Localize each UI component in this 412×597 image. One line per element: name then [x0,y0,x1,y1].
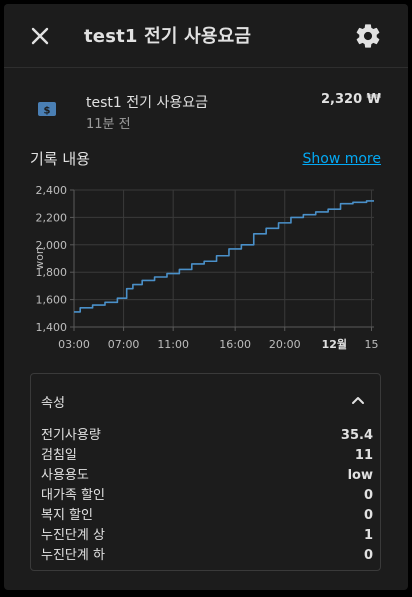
attribute-row: 전기사용량 35.4 [41,426,373,446]
chevron-up-icon [352,397,364,404]
attribute-value: 0 [363,488,373,503]
attribute-key: 대가족 할인 [41,488,105,503]
y-axis-label: won [33,247,46,270]
close-button[interactable] [26,22,54,50]
attributes-expander[interactable]: 속성 [31,374,380,422]
entity-name: test1 전기 사용요금 [86,95,208,111]
attribute-row: 복지 할인 0 [41,506,373,526]
attribute-key: 복지 할인 [41,508,93,523]
history-chart: 1,400 1,600 1,800 2,000 2,200 2,400 03:00 07:00… [33,184,379,351]
y-tick-label: 1,400 [36,321,68,334]
attribute-row: 누진단계 하 0 [41,546,373,566]
show-more-link[interactable]: Show more [302,151,382,167]
entity-state-value: 2,320 ₩ [321,92,381,107]
x-tick-label: 15 [365,338,379,351]
dialog-title: test1 전기 사용요금 [84,26,252,47]
attribute-list: 전기사용량 35.4 검침일 11 사용용도 low 대가족 할인 0 복지 할인 0 누… [41,426,373,566]
close-icon [31,27,49,45]
x-tick-label: 03:00 [58,338,90,351]
y-tick-label: 1,800 [36,266,68,279]
cash-icon: $ [38,100,56,118]
more-info-dialog: test1 전기 사용요금 $ test1 전기 사용요금 11분 전 2,32… [4,4,408,590]
history-title: 기록 내용 [30,150,90,168]
attribute-value: 0 [363,508,373,523]
attribute-key: 사용용도 [41,468,89,483]
attributes-title: 속성 [41,396,65,411]
attribute-value: 1 [363,528,373,543]
y-tick-label: 2,200 [36,211,68,224]
attribute-key: 누진단계 상 [41,528,105,543]
x-tick-label: 16:00 [219,338,251,351]
attribute-key: 검침일 [41,448,77,463]
attribute-value: 11 [354,448,373,463]
attribute-value: 0 [363,548,373,563]
svg-text:$: $ [44,106,51,117]
attribute-row: 검침일 11 [41,446,373,466]
attribute-key: 누진단계 하 [41,548,105,563]
attributes-panel: 속성 전기사용량 35.4 검침일 11 사용용도 low 대가족 할인 0 복지 할인… [30,373,381,571]
x-tick-label: 11:00 [157,338,189,351]
x-tick-label: 07:00 [108,338,140,351]
settings-button[interactable] [354,22,382,50]
gear-icon [356,24,380,48]
entity-row: $ test1 전기 사용요금 11분 전 2,320 ₩ [4,82,408,138]
attribute-row: 누진단계 상 1 [41,526,373,546]
attribute-value: 35.4 [340,428,373,443]
attribute-row: 대가족 할인 0 [41,486,373,506]
x-tick-label: 12월 [322,337,347,351]
y-tick-label: 2,000 [36,239,68,252]
attribute-key: 전기사용량 [41,428,101,443]
y-tick-label: 1,600 [36,294,68,307]
y-tick-label: 2,400 [36,184,68,197]
series-line [74,200,374,313]
dialog-header: test1 전기 사용요금 [4,4,408,68]
entity-last-changed: 11분 전 [86,117,131,132]
attribute-value: low [347,468,373,483]
attribute-row: 사용용도 low [41,466,373,486]
x-tick-label: 20:00 [269,338,301,351]
